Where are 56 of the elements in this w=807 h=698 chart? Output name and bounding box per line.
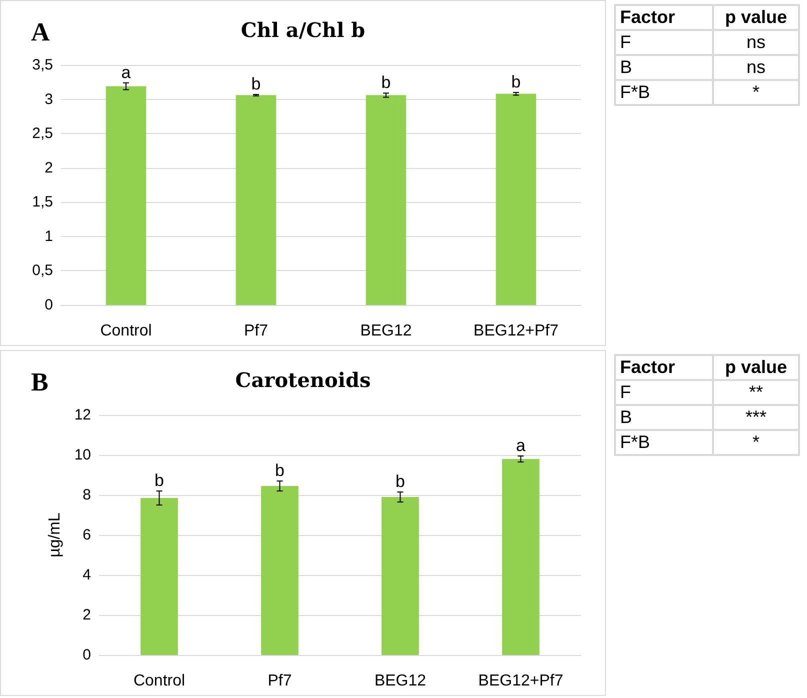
y-tick-label: 3,5 (32, 56, 53, 74)
bar (140, 498, 178, 655)
annotation: a (121, 62, 132, 82)
x-tick-label: BEG12 (360, 322, 412, 340)
y-tick-label: 1,5 (32, 194, 53, 211)
y-tick-label: 1 (44, 228, 53, 245)
annotation: b (154, 471, 164, 490)
annotation: b (275, 461, 284, 480)
y-tick-label: 2,5 (32, 125, 53, 142)
annotation: b (396, 472, 405, 491)
x-tick-label: Control (133, 672, 186, 690)
chart-title: Chl a/Chl b (240, 18, 366, 42)
text: *** (713, 405, 799, 430)
text: p value (713, 5, 799, 30)
x-tick-label: BEG12 (374, 672, 426, 690)
bar (261, 486, 298, 655)
annotation: b (381, 73, 391, 92)
y-tick-label: 2 (44, 159, 53, 176)
text: F (615, 30, 713, 55)
x-tick-label: Pf7 (268, 672, 292, 690)
text: A (31, 18, 50, 46)
chart-title: Carotenoids (235, 368, 371, 392)
bar (502, 459, 540, 655)
x-tick-label: Control (100, 322, 152, 340)
y-tick-label: 6 (82, 526, 91, 544)
text: B (31, 368, 48, 396)
bar (382, 497, 419, 655)
annotation: a (516, 436, 526, 455)
y-tick-label: 0 (82, 646, 91, 664)
y-tick-label: 4 (82, 566, 91, 584)
annotation: b (511, 72, 521, 92)
y-tick-label: 2 (82, 606, 91, 624)
text: B (615, 405, 713, 430)
text: ns (713, 30, 799, 55)
text: Factor (615, 355, 713, 380)
x-tick-label: Pf7 (244, 322, 268, 340)
x-tick-label: BEG12+Pf7 (474, 322, 559, 340)
text: ** (713, 380, 799, 405)
text: B (615, 55, 713, 80)
y-axis-title: µg/mL (46, 512, 64, 558)
y-tick-label: 8 (82, 486, 91, 504)
text: * (713, 80, 799, 105)
y-tick-label: 0 (44, 296, 53, 314)
annotation: b (251, 74, 261, 94)
text: F*B (615, 80, 713, 105)
y-tick-label: 10 (74, 446, 91, 464)
text: ns (713, 55, 799, 80)
x-tick-label: BEG12+Pf7 (478, 672, 564, 690)
text: F (615, 380, 713, 405)
text: F*B (615, 430, 713, 455)
text: * (713, 430, 799, 455)
y-tick-label: 0,5 (32, 262, 53, 280)
text: Factor (615, 5, 713, 30)
y-tick-label: 3 (44, 90, 53, 108)
text: p value (713, 355, 799, 380)
y-tick-label: 12 (74, 406, 91, 424)
